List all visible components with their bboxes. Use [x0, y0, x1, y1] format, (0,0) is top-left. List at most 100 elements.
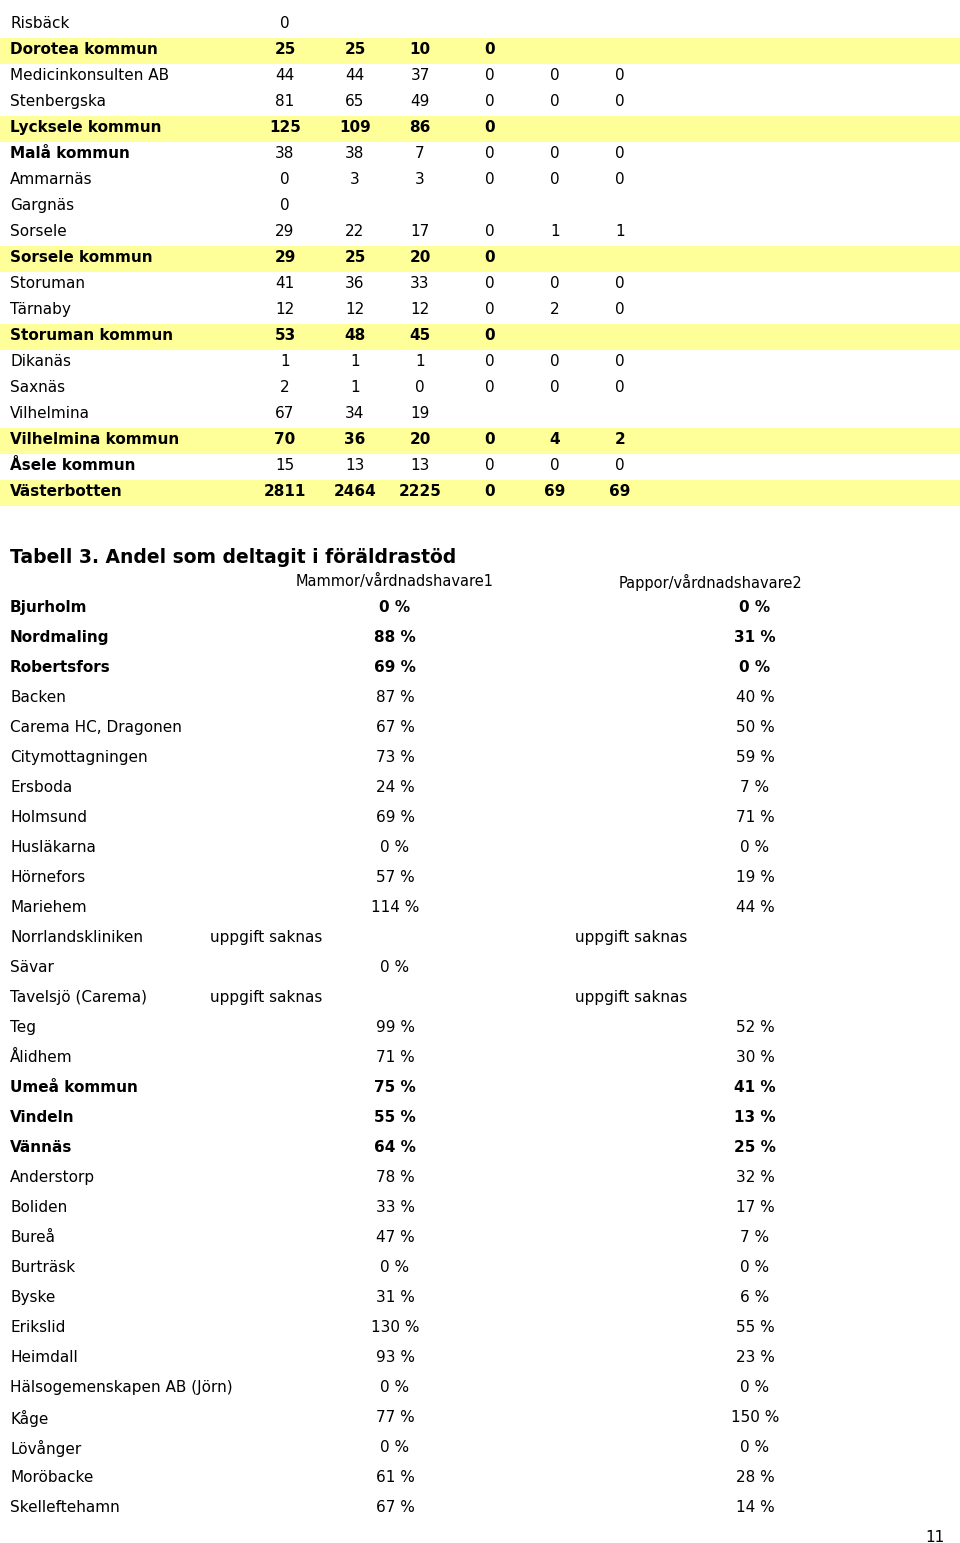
Text: 130 %: 130 %: [371, 1319, 420, 1335]
Text: 12: 12: [346, 302, 365, 316]
Text: 0: 0: [615, 68, 625, 83]
Text: 0: 0: [280, 15, 290, 31]
Text: Mariehem: Mariehem: [10, 900, 86, 915]
Text: 0: 0: [485, 353, 494, 369]
Text: 1: 1: [550, 224, 560, 239]
Text: 86: 86: [409, 120, 431, 134]
Text: Storuman kommun: Storuman kommun: [10, 329, 173, 343]
Text: 53: 53: [275, 329, 296, 343]
Text: Kåge: Kåge: [10, 1410, 48, 1427]
Text: 41: 41: [276, 276, 295, 292]
Text: 2: 2: [280, 380, 290, 395]
Text: 24 %: 24 %: [375, 781, 415, 795]
Text: 73 %: 73 %: [375, 750, 415, 765]
Text: 28 %: 28 %: [735, 1470, 775, 1484]
Text: Hörnefors: Hörnefors: [10, 870, 85, 886]
Text: 0 %: 0 %: [380, 1261, 410, 1275]
Text: Storuman: Storuman: [10, 276, 85, 292]
Text: 38: 38: [346, 147, 365, 160]
Text: Anderstorp: Anderstorp: [10, 1170, 95, 1185]
Text: uppgift saknas: uppgift saknas: [210, 991, 323, 1004]
Text: 12: 12: [410, 302, 430, 316]
Text: 59 %: 59 %: [735, 750, 775, 765]
Text: 109: 109: [339, 120, 371, 134]
Text: Nordmaling: Nordmaling: [10, 630, 109, 645]
Text: 0: 0: [550, 94, 560, 110]
Text: 77 %: 77 %: [375, 1410, 415, 1426]
Text: 88 %: 88 %: [374, 630, 416, 645]
Text: 25: 25: [345, 250, 366, 265]
Text: 0: 0: [485, 485, 495, 498]
Text: Malå kommun: Malå kommun: [10, 147, 130, 160]
Text: Burträsk: Burträsk: [10, 1261, 75, 1275]
Text: 0: 0: [550, 353, 560, 369]
Text: 13: 13: [410, 458, 430, 474]
Text: 0: 0: [485, 94, 494, 110]
Text: 0 %: 0 %: [739, 600, 771, 616]
Text: 25: 25: [275, 42, 296, 57]
Text: Mammor/vårdnadshavare1: Mammor/vårdnadshavare1: [296, 574, 494, 589]
Text: 61 %: 61 %: [375, 1470, 415, 1484]
Text: Lycksele kommun: Lycksele kommun: [10, 120, 161, 134]
Text: Åsele kommun: Åsele kommun: [10, 458, 135, 474]
Text: 4: 4: [550, 432, 561, 447]
Text: Stenbergska: Stenbergska: [10, 94, 106, 110]
Text: 87 %: 87 %: [375, 690, 415, 705]
Text: 55 %: 55 %: [374, 1109, 416, 1125]
Text: 0 %: 0 %: [380, 1440, 410, 1455]
Text: Sorsele kommun: Sorsele kommun: [10, 250, 153, 265]
Text: 25 %: 25 %: [734, 1140, 776, 1156]
Text: 0: 0: [615, 302, 625, 316]
Text: 34: 34: [346, 406, 365, 421]
Text: 36: 36: [345, 432, 366, 447]
Text: 48: 48: [345, 329, 366, 343]
Text: 41 %: 41 %: [734, 1080, 776, 1096]
Text: 69 %: 69 %: [375, 810, 415, 826]
Text: 0: 0: [550, 171, 560, 187]
Text: Ammarnäs: Ammarnäs: [10, 171, 92, 187]
Text: 11: 11: [925, 1531, 945, 1543]
Text: Skelleftehamn: Skelleftehamn: [10, 1500, 120, 1515]
Text: uppgift saknas: uppgift saknas: [575, 991, 687, 1004]
Text: 0 %: 0 %: [740, 839, 770, 855]
Text: Vännäs: Vännäs: [10, 1140, 72, 1156]
Text: 99 %: 99 %: [375, 1020, 415, 1035]
Text: 3: 3: [350, 171, 360, 187]
Text: Boliden: Boliden: [10, 1200, 67, 1214]
Text: 0: 0: [280, 198, 290, 213]
Text: 7: 7: [415, 147, 425, 160]
Text: Lövånger: Lövånger: [10, 1440, 82, 1457]
Text: Sävar: Sävar: [10, 960, 54, 975]
Text: 13: 13: [346, 458, 365, 474]
Text: Husläkarna: Husläkarna: [10, 839, 96, 855]
Text: Hälsogemenskapen AB (Jörn): Hälsogemenskapen AB (Jörn): [10, 1379, 232, 1395]
Text: Citymottagningen: Citymottagningen: [10, 750, 148, 765]
Text: 70: 70: [275, 432, 296, 447]
Text: 19: 19: [410, 406, 430, 421]
Text: 71 %: 71 %: [735, 810, 775, 826]
Text: 0: 0: [550, 276, 560, 292]
Text: 0: 0: [485, 329, 495, 343]
Text: 0: 0: [615, 353, 625, 369]
Text: 67: 67: [276, 406, 295, 421]
Text: 0: 0: [485, 120, 495, 134]
Text: 0: 0: [550, 458, 560, 474]
Text: 20: 20: [409, 432, 431, 447]
Text: Risbäck: Risbäck: [10, 15, 69, 31]
Text: 114 %: 114 %: [371, 900, 420, 915]
Text: Teg: Teg: [10, 1020, 36, 1035]
Text: 55 %: 55 %: [735, 1319, 775, 1335]
Text: 15: 15: [276, 458, 295, 474]
Text: 14 %: 14 %: [735, 1500, 775, 1515]
Text: Umeå kommun: Umeå kommun: [10, 1080, 138, 1096]
Text: 2225: 2225: [398, 485, 442, 498]
Text: Pappor/vårdnadshavare2: Pappor/vårdnadshavare2: [618, 574, 802, 591]
Bar: [0, 480, 960, 506]
Text: Sorsele: Sorsele: [10, 224, 67, 239]
Text: 2: 2: [550, 302, 560, 316]
Text: 65: 65: [346, 94, 365, 110]
Text: 2464: 2464: [334, 485, 376, 498]
Bar: [0, 116, 960, 142]
Text: Dorotea kommun: Dorotea kommun: [10, 42, 157, 57]
Text: 1: 1: [280, 353, 290, 369]
